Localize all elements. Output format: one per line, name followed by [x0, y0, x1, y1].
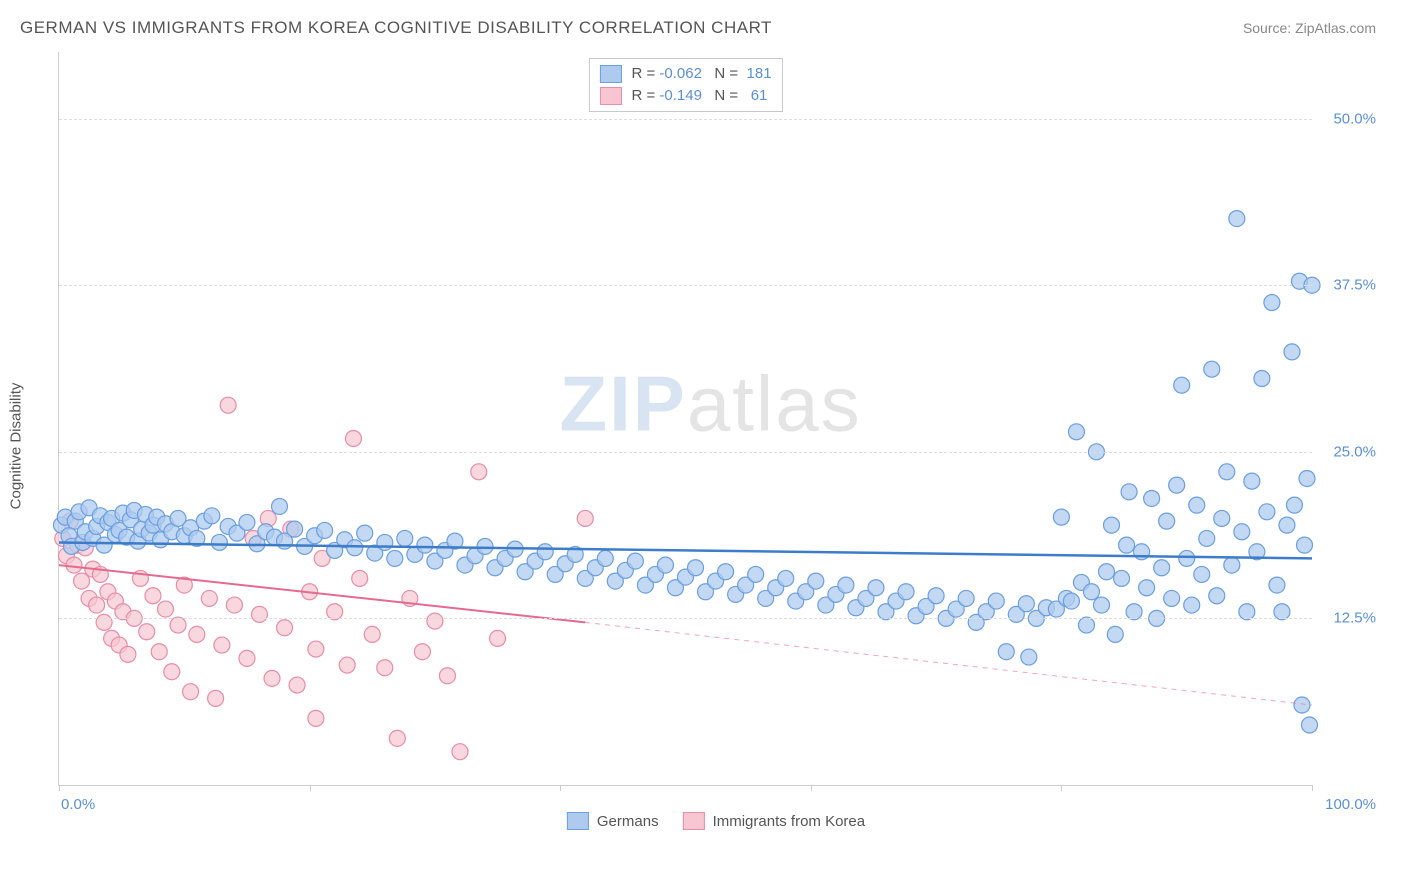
- r-label-pink: R =: [631, 87, 659, 104]
- stat-row-blue: R = -0.062 N = 181: [599, 63, 771, 85]
- gridline-h: [59, 618, 1312, 619]
- chart-area: ZIPatlas R = -0.062 N = 181 R = -0.149 N…: [46, 46, 1386, 836]
- n-value-pink: 61: [742, 87, 767, 104]
- n-label-pink: N =: [702, 87, 742, 104]
- chart-title: GERMAN VS IMMIGRANTS FROM KOREA COGNITIV…: [20, 18, 772, 38]
- xtick-mark: [1312, 785, 1313, 791]
- ytick-label: 12.5%: [1333, 610, 1376, 627]
- y-axis-label: Cognitive Disability: [8, 383, 25, 510]
- swatch-blue: [599, 65, 621, 83]
- xtick-mark: [310, 785, 311, 791]
- stats-legend-box: R = -0.062 N = 181 R = -0.149 N = 61: [588, 58, 782, 112]
- ytick-label: 37.5%: [1333, 277, 1376, 294]
- n-label-blue: N =: [702, 65, 742, 82]
- r-value-pink: -0.149: [659, 87, 702, 104]
- gridline-h: [59, 285, 1312, 286]
- legend-swatch-blue: [567, 812, 589, 830]
- r-value-blue: -0.062: [659, 65, 702, 82]
- stat-row-pink: R = -0.149 N = 61: [599, 85, 771, 107]
- legend-item-blue: Germans: [567, 812, 659, 830]
- n-value-blue: 181: [742, 65, 771, 82]
- xtick-mark: [560, 785, 561, 791]
- xtick-mark: [59, 785, 60, 791]
- xtick-label-right: 100.0%: [1325, 796, 1376, 813]
- x-axis-legend: Germans Immigrants from Korea: [567, 812, 865, 830]
- ytick-label: 50.0%: [1333, 110, 1376, 127]
- r-label-blue: R =: [631, 65, 659, 82]
- gridline-h: [59, 119, 1312, 120]
- source-name: ZipAtlas.com: [1295, 20, 1376, 36]
- swatch-pink: [599, 87, 621, 105]
- plot-region: ZIPatlas R = -0.062 N = 181 R = -0.149 N…: [58, 52, 1312, 786]
- legend-label-pink: Immigrants from Korea: [713, 813, 866, 830]
- xtick-mark: [811, 785, 812, 791]
- legend-swatch-pink: [683, 812, 705, 830]
- source-prefix: Source:: [1243, 20, 1295, 36]
- gridline-h: [59, 452, 1312, 453]
- legend-item-pink: Immigrants from Korea: [683, 812, 866, 830]
- legend-label-blue: Germans: [597, 813, 659, 830]
- header: GERMAN VS IMMIGRANTS FROM KOREA COGNITIV…: [0, 0, 1406, 46]
- scatter-svg: [59, 52, 1312, 785]
- xtick-label-left: 0.0%: [61, 796, 95, 813]
- xtick-mark: [1061, 785, 1062, 791]
- source-attribution: Source: ZipAtlas.com: [1243, 20, 1376, 36]
- ytick-label: 25.0%: [1333, 443, 1376, 460]
